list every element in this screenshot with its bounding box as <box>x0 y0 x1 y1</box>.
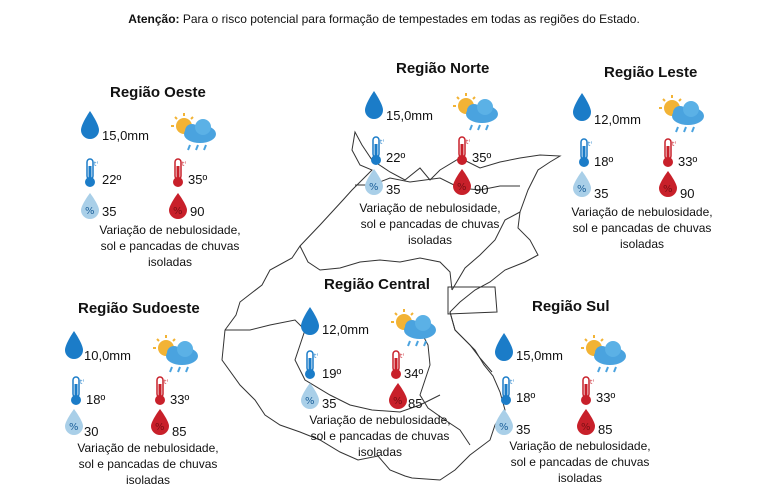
thermometer-blue-icon <box>368 136 384 166</box>
humidity-min-value: 35 <box>594 186 609 201</box>
humidity-red-drop-icon <box>452 168 472 196</box>
temp-max-value: 33º <box>170 392 190 407</box>
humidity-blue-drop-icon <box>572 170 592 198</box>
region-name: Região Central <box>324 276 430 293</box>
region-name: Região Leste <box>604 64 698 81</box>
humidity-red-drop-icon <box>150 408 170 436</box>
humidity-min-value: 35 <box>516 422 531 437</box>
border-central-west <box>299 245 453 291</box>
rain-value: 12,0mm <box>322 322 369 337</box>
forecast-description: Variação de nebulosidade, sol e pancadas … <box>571 205 713 251</box>
humidity-red-drop-icon <box>658 170 678 198</box>
thermometer-blue-icon <box>576 138 592 168</box>
temp-min-value: 22º <box>386 150 406 165</box>
border-sudoeste <box>225 319 441 413</box>
temp-min-value: 19º <box>322 366 342 381</box>
sun-cloud-rain-icon <box>452 92 502 132</box>
rain-value: 12,0mm <box>594 112 641 127</box>
sun-cloud-rain-icon <box>658 94 708 134</box>
region-name: Região Oeste <box>110 84 206 101</box>
sun-cloud-rain-icon <box>170 112 220 152</box>
distrito-federal <box>447 286 498 315</box>
forecast-description: Variação de nebulosidade, sol e pancadas … <box>509 439 651 485</box>
humidity-max-value: 90 <box>680 186 695 201</box>
sun-cloud-rain-icon <box>390 308 440 348</box>
humidity-blue-drop-icon <box>494 408 514 436</box>
thermometer-blue-icon <box>68 376 84 406</box>
temp-max-value: 35º <box>188 172 208 187</box>
humidity-max-value: 85 <box>598 422 613 437</box>
rain-value: 15,0mm <box>516 348 563 363</box>
forecast-description: Variação de nebulosidade, sol e pancadas … <box>99 223 241 269</box>
humidity-max-value: 85 <box>172 424 187 439</box>
temp-max-value: 34º <box>404 366 424 381</box>
sun-cloud-rain-icon <box>580 334 630 374</box>
humidity-max-value: 90 <box>190 204 205 219</box>
rain-value: 10,0mm <box>84 348 131 363</box>
thermometer-blue-icon <box>498 376 514 406</box>
thermometer-red-icon <box>454 136 470 166</box>
thermometer-blue-icon <box>302 350 318 380</box>
humidity-red-drop-icon <box>576 408 596 436</box>
attention-notice: Atenção: Para o risco potencial para for… <box>0 12 768 26</box>
thermometer-red-icon <box>660 138 676 168</box>
forecast-description: Variação de nebulosidade, sol e pancadas … <box>359 201 501 247</box>
rain-drop-icon <box>572 92 592 122</box>
rain-drop-icon <box>494 332 514 362</box>
temp-max-value: 33º <box>678 154 698 169</box>
temp-min-value: 18º <box>516 390 536 405</box>
thermometer-red-icon <box>170 158 186 188</box>
humidity-blue-drop-icon <box>364 168 384 196</box>
humidity-red-drop-icon <box>168 192 188 220</box>
humidity-blue-drop-icon <box>300 382 320 410</box>
thermometer-red-icon <box>578 376 594 406</box>
temp-min-value: 22º <box>102 172 122 187</box>
humidity-blue-drop-icon <box>64 408 84 436</box>
rain-value: 15,0mm <box>386 108 433 123</box>
humidity-min-value: 35 <box>102 204 117 219</box>
humidity-blue-drop-icon <box>80 192 100 220</box>
temp-max-value: 35º <box>472 150 492 165</box>
rain-drop-icon <box>64 330 84 360</box>
temp-max-value: 33º <box>596 390 616 405</box>
humidity-max-value: 85 <box>408 396 423 411</box>
temp-min-value: 18º <box>86 392 106 407</box>
forecast-description: Variação de nebulosidade, sol e pancadas … <box>77 441 219 487</box>
humidity-max-value: 90 <box>474 182 489 197</box>
forecast-description: Variação de nebulosidade, sol e pancadas … <box>309 413 451 459</box>
border-central-sul-2 <box>449 311 493 373</box>
rain-value: 15,0mm <box>102 128 149 143</box>
region-name: Região Sudoeste <box>78 300 200 317</box>
humidity-min-value: 30 <box>84 424 99 439</box>
attention-label: Atenção: <box>128 12 180 26</box>
rain-drop-icon <box>300 306 320 336</box>
region-name: Região Sul <box>532 298 610 315</box>
sun-cloud-rain-icon <box>152 334 202 374</box>
humidity-min-value: 35 <box>386 182 401 197</box>
border-central-sul <box>419 329 471 446</box>
humidity-min-value: 35 <box>322 396 337 411</box>
attention-text: Para o risco potencial para formação de … <box>182 12 640 26</box>
humidity-red-drop-icon <box>388 382 408 410</box>
thermometer-blue-icon <box>82 158 98 188</box>
border-leste <box>451 211 521 291</box>
temp-min-value: 18º <box>594 154 614 169</box>
thermometer-red-icon <box>152 376 168 406</box>
rain-drop-icon <box>364 90 384 120</box>
region-name: Região Norte <box>396 60 490 77</box>
thermometer-red-icon <box>388 350 404 380</box>
rain-drop-icon <box>80 110 100 140</box>
